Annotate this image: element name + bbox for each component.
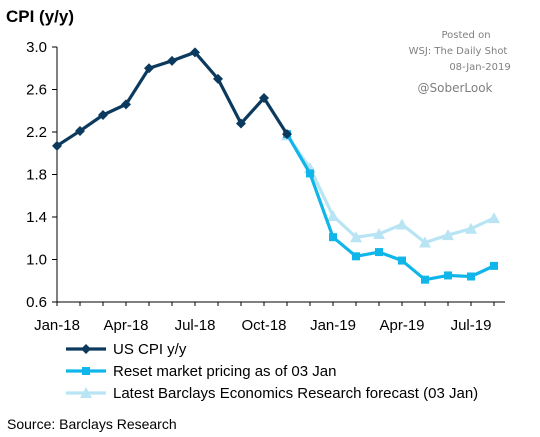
data-point xyxy=(375,248,383,257)
y-tick-label: 1.4 xyxy=(26,209,47,226)
data-point xyxy=(467,272,475,281)
x-tick-label: Oct-18 xyxy=(241,317,286,334)
watermark-posted-on: Posted on xyxy=(441,30,490,41)
legend-item: Latest Barclays Economics Research forec… xyxy=(66,385,478,402)
data-point xyxy=(421,275,429,284)
legend-label: Latest Barclays Economics Research forec… xyxy=(113,385,478,402)
source-note: Source: Barclays Research xyxy=(7,416,177,432)
y-tick-label: 2.6 xyxy=(26,82,47,99)
series-line xyxy=(56,50,289,148)
watermark-handle: @SoberLook xyxy=(418,81,493,95)
y-tick-label: 0.6 xyxy=(26,294,47,311)
x-axis: Jan-18 Apr-18 Jul-18 Oct-18 Jan-19 Apr-19 Jul-… xyxy=(34,302,495,334)
y-axis: 3.0 2.6 2.2 1.8 1.4 1.0 0.6 xyxy=(26,39,57,311)
data-point xyxy=(352,252,360,261)
legend-item: Reset market pricing as of 03 Jan xyxy=(66,363,336,380)
data-point xyxy=(488,212,500,224)
data-point xyxy=(329,233,337,242)
data-point xyxy=(373,228,385,239)
data-point xyxy=(81,344,91,354)
data-point xyxy=(144,63,154,74)
y-tick-label: 1.0 xyxy=(26,252,47,269)
data-point xyxy=(75,125,85,136)
x-tick-label: Jul-18 xyxy=(175,317,216,334)
data-point xyxy=(213,73,223,84)
legend-label: US CPI y/y xyxy=(113,341,187,358)
data-point xyxy=(80,387,92,398)
data-point xyxy=(398,256,406,265)
watermark: Posted on WSJ: The Daily Shot 08-Jan-201… xyxy=(409,30,511,95)
series-line xyxy=(285,133,495,282)
data-point xyxy=(350,231,362,243)
data-point xyxy=(98,110,108,120)
legend-label: Reset market pricing as of 03 Jan xyxy=(113,363,336,380)
data-point xyxy=(259,93,269,103)
legend-item: US CPI y/y xyxy=(66,341,187,358)
x-tick-label: Apr-19 xyxy=(379,317,424,334)
data-point xyxy=(52,140,62,151)
data-point xyxy=(465,222,477,234)
data-point xyxy=(306,169,314,178)
data-point xyxy=(490,261,498,270)
watermark-outlet: WSJ: The Daily Shot xyxy=(409,46,508,57)
x-tick-label: Jan-19 xyxy=(310,317,356,334)
x-tick-label: Jan-18 xyxy=(34,317,80,334)
series-layer xyxy=(52,47,500,284)
data-point xyxy=(121,99,131,110)
data-point xyxy=(236,118,246,129)
data-point xyxy=(442,229,454,241)
data-point xyxy=(444,271,452,280)
data-point xyxy=(167,55,177,66)
chart-title: CPI (y/y) xyxy=(6,7,74,26)
y-tick-label: 3.0 xyxy=(26,39,47,56)
y-tick-label: 1.8 xyxy=(26,167,47,184)
data-point xyxy=(396,218,408,230)
data-point xyxy=(327,209,339,221)
data-point xyxy=(190,47,200,58)
y-tick-label: 2.2 xyxy=(26,124,47,141)
data-point xyxy=(419,236,431,248)
data-point xyxy=(282,129,292,140)
watermark-date: 08-Jan-2019 xyxy=(449,62,510,73)
data-point xyxy=(82,367,90,375)
series-line xyxy=(285,134,495,245)
series-0 xyxy=(52,47,292,151)
legend: US CPI y/y Reset market pricing as of 03 … xyxy=(66,341,478,402)
x-tick-label: Jul-19 xyxy=(451,317,492,334)
series-1 xyxy=(283,130,498,284)
x-tick-label: Apr-18 xyxy=(103,317,148,334)
